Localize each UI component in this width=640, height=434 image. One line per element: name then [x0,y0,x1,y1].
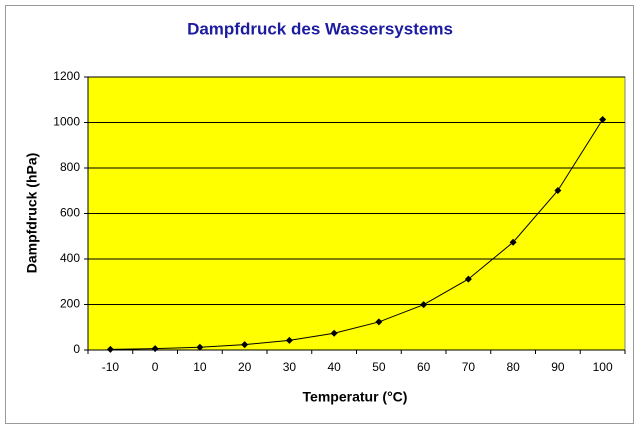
marker [375,318,383,326]
x-tick-label: 100 [593,360,613,374]
x-tick-label: 70 [462,360,476,374]
x-tick-label: -10 [102,360,120,374]
marker [509,238,517,246]
x-tick-label: 20 [238,360,252,374]
marker [106,345,114,353]
y-axis-title: Dampfdruck (hPa) [24,153,40,274]
marker [599,115,607,123]
marker [285,336,293,344]
x-tick-label: 40 [327,360,341,374]
marker [464,275,472,283]
x-tick-label: 30 [283,360,297,374]
marker [196,343,204,351]
x-tick-label: 60 [417,360,431,374]
marker [241,341,249,349]
x-tick-label: 0 [152,360,159,374]
marker [420,301,428,309]
y-tick-label: 800 [60,160,80,174]
line [110,119,604,350]
marker [330,329,338,337]
x-tick-label: 90 [551,360,565,374]
x-tick-label: 10 [193,360,207,374]
y-tick-label: 1000 [53,115,80,129]
y-tick-label: 0 [73,342,80,356]
y-tick-label: 1200 [53,69,80,83]
marker [151,345,159,353]
x-tick-label: 50 [372,360,386,374]
x-tick-label: 80 [506,360,520,374]
y-tick-label: 200 [60,297,80,311]
marker [554,186,562,194]
x-axis-title: Temperatur (°C) [303,389,408,405]
y-tick-label: 400 [60,251,80,265]
y-tick-label: 600 [60,206,80,220]
chart-title: Dampfdruck des Wassersystems [187,19,453,38]
